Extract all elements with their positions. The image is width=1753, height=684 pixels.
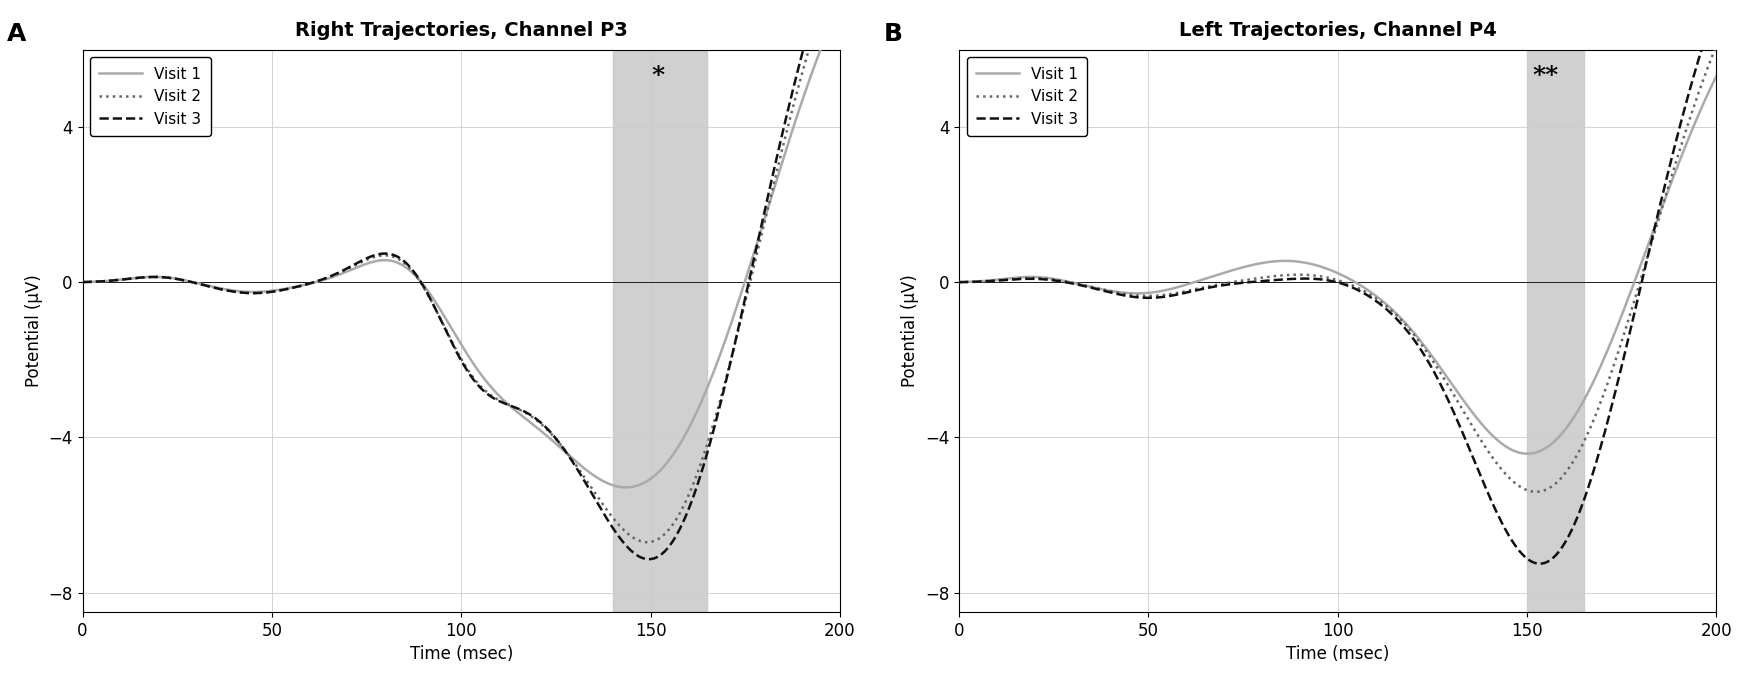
Legend: Visit 1, Visit 2, Visit 3: Visit 1, Visit 2, Visit 3 (966, 57, 1087, 136)
Line: Visit 3: Visit 3 (82, 0, 840, 560)
Visit 2 (948, 278, 969, 286)
X-axis label: Time (msec): Time (msec) (410, 645, 514, 663)
Visit 2 (1083, 283, 1104, 291)
Text: B: B (884, 22, 903, 46)
Y-axis label: Potential (μV): Potential (μV) (25, 274, 42, 387)
Visit 1 (1290, 258, 1311, 266)
Line: Visit 2: Visit 2 (82, 0, 840, 542)
Visit 3 (459, 371, 480, 379)
Visit 1 (459, 354, 480, 363)
Visit 1 (1336, 273, 1357, 281)
Y-axis label: Potential (μV): Potential (μV) (901, 274, 919, 387)
Visit 2 (414, 285, 435, 293)
Visit 1 (829, 1, 850, 9)
Visit 3 (414, 285, 435, 293)
Visit 2 (72, 278, 93, 286)
Title: Left Trajectories, Channel P4: Left Trajectories, Channel P4 (1178, 21, 1497, 40)
Line: Visit 3: Visit 3 (959, 5, 1716, 564)
Visit 3 (1336, 281, 1357, 289)
Visit 1 (1706, 72, 1727, 80)
Visit 2 (780, 109, 801, 117)
Visit 2 (207, 285, 228, 293)
Visit 1 (780, 129, 801, 137)
Line: Visit 2: Visit 2 (959, 46, 1716, 492)
Visit 2 (594, 503, 615, 511)
Visit 3 (948, 278, 969, 287)
Visit 1 (207, 284, 228, 292)
Legend: Visit 1, Visit 2, Visit 3: Visit 1, Visit 2, Visit 3 (89, 57, 210, 136)
Visit 1 (948, 278, 969, 286)
Visit 2 (1290, 271, 1311, 279)
Visit 3 (962, 278, 983, 286)
Visit 3 (1471, 473, 1492, 481)
Visit 1 (1516, 449, 1537, 458)
Visit 2 (636, 538, 657, 547)
Text: *: * (652, 64, 664, 88)
Text: A: A (7, 22, 26, 46)
Bar (1527, 50, 1583, 612)
Visit 1 (615, 484, 636, 492)
Visit 2 (1471, 436, 1492, 444)
Visit 1 (414, 282, 435, 291)
Bar (614, 50, 706, 612)
Visit 1 (594, 477, 615, 486)
Visit 1 (86, 278, 107, 286)
Visit 3 (1657, 169, 1678, 177)
Visit 2 (459, 369, 480, 377)
Visit 3 (1706, 1, 1727, 10)
Visit 2 (1657, 184, 1678, 192)
Visit 1 (1083, 284, 1104, 292)
Visit 3 (780, 92, 801, 100)
Visit 2 (962, 278, 983, 286)
Visit 3 (86, 278, 107, 286)
Visit 1 (1471, 419, 1492, 427)
Text: **: ** (1532, 64, 1558, 88)
X-axis label: Time (msec): Time (msec) (1287, 645, 1390, 663)
Visit 3 (207, 285, 228, 293)
Visit 3 (1290, 274, 1311, 282)
Line: Visit 1: Visit 1 (959, 76, 1716, 453)
Visit 3 (72, 278, 93, 286)
Visit 2 (86, 278, 107, 286)
Visit 2 (1706, 42, 1727, 50)
Visit 2 (1336, 279, 1357, 287)
Visit 3 (594, 510, 615, 518)
Visit 3 (638, 555, 659, 564)
Line: Visit 1: Visit 1 (82, 5, 840, 488)
Visit 2 (1525, 488, 1546, 496)
Visit 1 (1657, 187, 1678, 196)
Visit 1 (72, 278, 93, 286)
Title: Right Trajectories, Channel P3: Right Trajectories, Channel P3 (295, 21, 628, 40)
Visit 3 (1529, 560, 1550, 568)
Visit 3 (1083, 285, 1104, 293)
Visit 1 (962, 278, 983, 286)
